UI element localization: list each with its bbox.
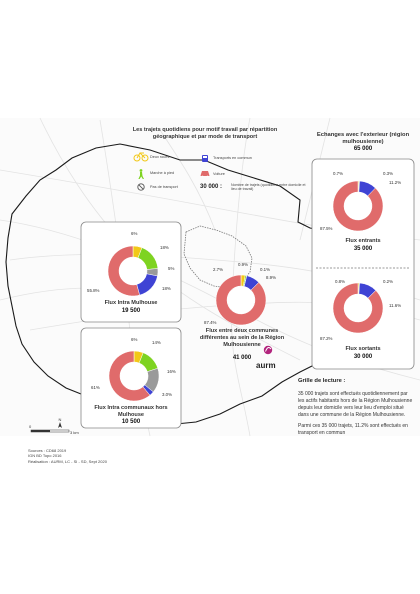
pct-label: 18% <box>162 286 171 291</box>
donut-flux-entrants <box>332 180 384 232</box>
aurm-logo <box>263 345 273 355</box>
flux-title-intra-communaux: Flux Intra communaux hors Mulhouse <box>94 405 168 418</box>
pct-label: 55.8% <box>87 288 100 293</box>
pct-label: 6% <box>131 337 137 342</box>
map-title: Les trajets quotidiens pour motif travai… <box>132 127 278 140</box>
donut-slice <box>108 350 151 402</box>
exterior-total: 65 000 <box>353 146 373 152</box>
donut-intra-communaux <box>108 350 160 402</box>
exterior-title: Echanges avec l'exterieur (région mulhou… <box>316 132 410 145</box>
donut-hole <box>227 286 255 314</box>
pct-label: 5% <box>168 266 174 271</box>
pct-label: 87.2% <box>320 336 333 341</box>
pct-label: 0.9% <box>238 262 248 267</box>
donut-inter-communes <box>215 274 267 326</box>
donut-slice <box>215 274 267 326</box>
legend-walking-icon <box>138 169 144 179</box>
legend-bicycle-icon <box>133 152 149 162</box>
scale-zero: 0 <box>29 424 32 429</box>
pct-label: 18% <box>160 245 169 250</box>
grille-paragraph-1: 35 000 trajets sont effectués quotidienn… <box>298 391 413 418</box>
legend-sample-value: 30 000 : <box>200 184 223 190</box>
flux-total-entrants: 35 000 <box>353 246 373 252</box>
donut-hole <box>344 192 372 220</box>
source-line: Réalisation : AURM, LC - SI - SD, Sept 2… <box>28 458 107 464</box>
grille-paragraph-2: Parmi ces 35 000 trajets, 11.2% sont eff… <box>298 423 408 436</box>
pct-label: 87.4% <box>204 320 217 325</box>
scale-bar <box>30 422 70 433</box>
legend-bus-icon <box>202 155 208 162</box>
legend-sample-label: Nombre de trajets (quotidiens entre domi… <box>231 183 306 192</box>
legend-label-pas-transport: Pas de transport <box>150 185 178 189</box>
scale-three: 3 km <box>70 430 79 435</box>
flux-title-sortants: Flux sortants <box>345 346 381 352</box>
pct-label: 0.1% <box>260 267 270 272</box>
pct-label: 11.2% <box>389 180 401 185</box>
north-label: N <box>59 417 62 422</box>
pct-label: 0.7% <box>333 171 343 176</box>
pct-label: 61% <box>91 385 100 390</box>
pct-label: 6% <box>131 231 137 236</box>
flux-total-intra-mulhouse: 19 500 <box>121 308 141 314</box>
pct-label: 16% <box>167 369 176 374</box>
source-line: Sources : CD68 2019 <box>28 448 67 453</box>
north-arrow-icon <box>58 422 62 428</box>
pct-label: 0.8% <box>335 279 345 284</box>
aurm-logo-text: aurm <box>256 361 276 370</box>
sources-block: Sources : CD68 2019 IGN BD Topo 2016 Réa… <box>28 448 178 464</box>
grille-title: Grille de lecture : <box>298 378 346 384</box>
flux-total-inter-communes: 41 000 <box>232 355 252 361</box>
donut-slice <box>332 282 384 334</box>
donut-slice <box>107 245 140 297</box>
pct-label: 0.2% <box>383 279 393 284</box>
donut-hole <box>120 362 148 390</box>
source-line: IGN BD Topo 2016 <box>28 453 62 459</box>
legend-no-transport-icon <box>137 183 145 191</box>
flux-title-intra-mulhouse: Flux Intra Mulhouse <box>104 300 158 306</box>
donut-intra-mulhouse <box>107 245 159 297</box>
donut-hole <box>119 257 147 285</box>
pct-label: 14% <box>152 340 161 345</box>
legend-label-transports-commun: Transports en commun <box>213 156 252 160</box>
donut-flux-sortants <box>332 282 384 334</box>
pct-label: 87.5% <box>320 226 333 231</box>
donut-slice <box>332 180 384 232</box>
legend-car-icon <box>200 171 210 178</box>
flux-total-sortants: 30 000 <box>353 354 373 360</box>
grille-text: 35 000 trajets sont effectués quotidienn… <box>298 391 413 437</box>
legend-label-voiture: Voiture <box>213 172 225 176</box>
legend-label-marche: Marche à pied <box>150 171 175 175</box>
pct-label: 3.0% <box>162 392 172 397</box>
donut-hole <box>344 294 372 322</box>
flux-title-entrants: Flux entrants <box>345 238 381 244</box>
pct-label: 2.7% <box>213 267 223 272</box>
flux-title-inter-communes: Flux entre deux communes différentes au … <box>199 328 285 348</box>
flux-total-intra-communaux: 10 500 <box>121 419 141 425</box>
pct-label: 8.9% <box>266 275 276 280</box>
pct-label: 0.3% <box>383 171 393 176</box>
legend-label-deux-roues: Deux roues <box>150 155 170 159</box>
pct-label: 11.6% <box>389 303 401 308</box>
